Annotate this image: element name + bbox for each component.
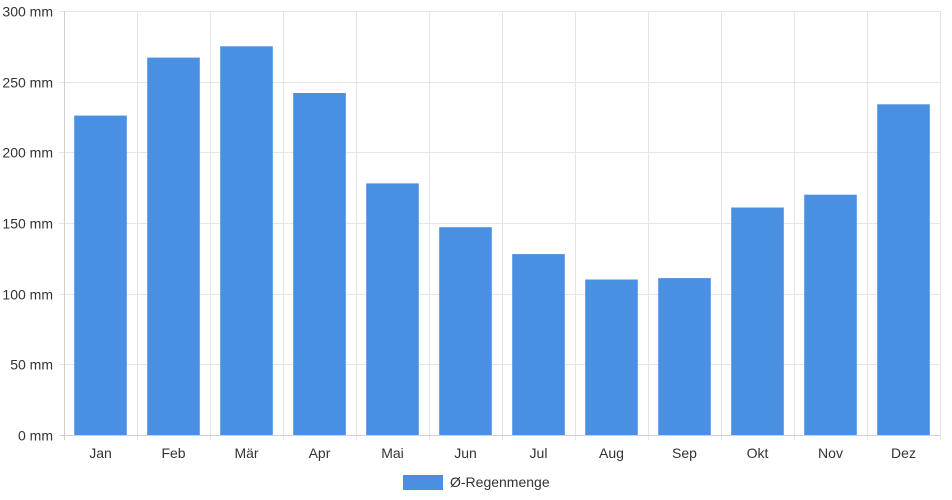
axes bbox=[59, 11, 940, 440]
bar-jan bbox=[74, 115, 127, 435]
bar-mär bbox=[220, 46, 273, 436]
y-tick-label: 250 mm bbox=[2, 75, 53, 91]
x-tick-label: Nov bbox=[818, 445, 843, 461]
grid-lines bbox=[59, 11, 941, 440]
y-tick-labels: 0 mm 50 mm 100 mm 150 mm 200 mm 250 mm 300 mm bbox=[2, 4, 53, 444]
y-tick-label: 150 mm bbox=[2, 216, 53, 232]
bars bbox=[74, 46, 930, 436]
legend-swatch bbox=[403, 474, 443, 490]
x-tick-labels: Jan Feb Mär Apr Mai Jun Jul Aug Sep Okt Nov Dez bbox=[89, 445, 916, 461]
x-tick-label: Sep bbox=[672, 445, 697, 461]
y-tick-label: 0 mm bbox=[18, 428, 53, 444]
x-tick-label: Dez bbox=[891, 445, 916, 461]
bar-sep bbox=[658, 278, 711, 435]
bar-aug bbox=[585, 279, 638, 435]
bar-nov bbox=[804, 194, 857, 435]
x-tick-label: Mär bbox=[234, 445, 258, 461]
x-tick-label: Okt bbox=[747, 445, 769, 461]
bar-apr bbox=[293, 93, 346, 435]
x-tick-label: Aug bbox=[599, 445, 624, 461]
bar-jun bbox=[439, 227, 492, 435]
x-tick-label: Jul bbox=[530, 445, 548, 461]
bar-feb bbox=[147, 57, 200, 435]
y-tick-label: 200 mm bbox=[2, 145, 53, 161]
bar-mai bbox=[366, 183, 419, 435]
bar-okt bbox=[731, 207, 784, 435]
x-tick-label: Feb bbox=[161, 445, 185, 461]
y-tick-label: 100 mm bbox=[2, 287, 53, 303]
legend-label: Ø-Regenmenge bbox=[450, 474, 550, 490]
x-tick-label: Jan bbox=[89, 445, 112, 461]
bar-dez bbox=[877, 104, 930, 436]
y-tick-label: 50 mm bbox=[10, 357, 53, 373]
y-tick-label: 300 mm bbox=[2, 4, 53, 20]
legend[interactable]: Ø-Regenmenge bbox=[403, 472, 550, 492]
bar-jul bbox=[512, 254, 565, 435]
x-tick-label: Mai bbox=[381, 445, 404, 461]
x-tick-label: Apr bbox=[309, 445, 331, 461]
x-tick-label: Jun bbox=[454, 445, 477, 461]
